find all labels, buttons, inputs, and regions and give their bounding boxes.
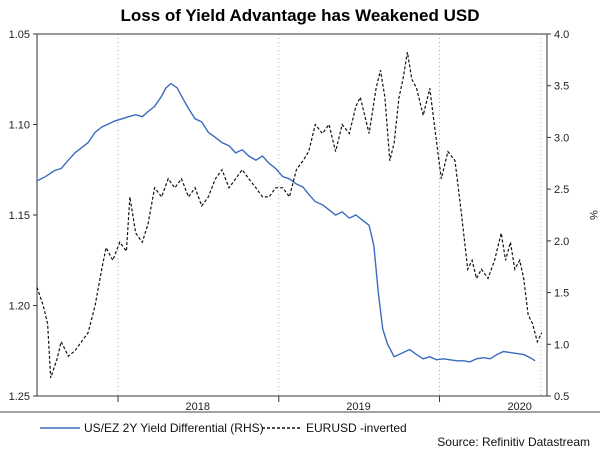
- source-note: Source: Refinitiv Datastream: [437, 435, 590, 449]
- right-axis: 4.0 3.5 3.0 2.5 2.0 1.5 1.0 0.5: [547, 29, 569, 403]
- right-tick-label: 2.0: [554, 236, 569, 248]
- right-tick-label: 1.5: [554, 288, 569, 300]
- series-line-1: [36, 52, 543, 379]
- legend: US/EZ 2Y Yield Differential (RHS) EURUSD…: [40, 421, 407, 435]
- right-tick-label: 4.0: [554, 29, 569, 41]
- left-tick-label: 1.05: [9, 29, 30, 41]
- left-tick-label: 1.20: [9, 301, 30, 313]
- series-line-0: [36, 82, 536, 363]
- left-tick-label: 1.25: [9, 391, 30, 403]
- x-tick-label: 2018: [186, 401, 210, 413]
- series-lines: [36, 52, 543, 379]
- left-tick-label: 1.15: [9, 210, 30, 222]
- plot-frame: [36, 33, 548, 397]
- left-tick-label: 1.10: [9, 120, 30, 132]
- right-tick-label: 3.0: [554, 132, 569, 144]
- right-tick-label: 1.0: [554, 339, 569, 351]
- x-tick-label: 2019: [346, 401, 370, 413]
- right-tick-label: 3.5: [554, 81, 569, 93]
- right-tick-label: 2.5: [554, 184, 569, 196]
- x-axis: 2018 2019 2020: [117, 396, 532, 413]
- right-tick-label: 0.5: [554, 391, 569, 403]
- legend-label-eurusd: EURUSD -inverted: [306, 421, 407, 435]
- right-axis-label: %: [587, 210, 599, 220]
- chart-title: Loss of Yield Advantage has Weakened USD: [121, 6, 480, 25]
- legend-label-yield-differential: US/EZ 2Y Yield Differential (RHS): [84, 421, 264, 435]
- left-axis: 1.05 1.10 1.15 1.20 1.25: [9, 29, 37, 403]
- grid: [117, 34, 542, 396]
- x-tick-label: 2020: [507, 401, 531, 413]
